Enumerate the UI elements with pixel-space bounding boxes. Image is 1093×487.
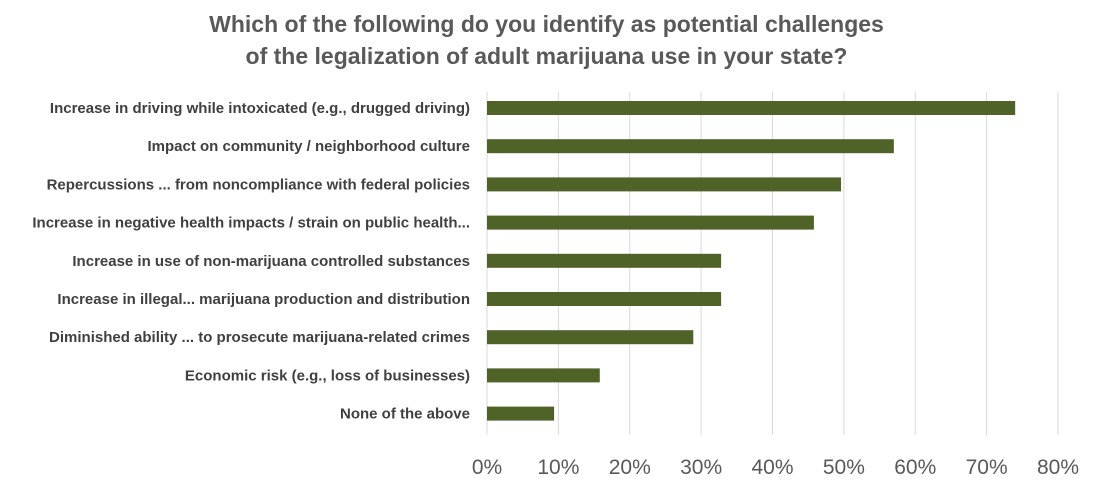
category-label: Diminished ability ... to prosecute mari…: [49, 329, 470, 346]
chart-title: Which of the following do you identify a…: [0, 8, 1093, 72]
bar: [487, 368, 600, 383]
category-label: Repercussions ... from noncompliance wit…: [47, 176, 470, 193]
x-tick-label: 10%: [537, 456, 579, 479]
category-label: Increase in negative health impacts / st…: [32, 215, 470, 232]
x-tick-label: 80%: [1037, 456, 1079, 479]
category-label: Increase in driving while intoxicated (e…: [50, 100, 470, 117]
category-label: Increase in use of non-marijuana control…: [72, 253, 470, 270]
bar: [487, 177, 842, 192]
bar: [487, 406, 555, 421]
bar: [487, 330, 694, 345]
x-tick-label: 20%: [609, 456, 651, 479]
chart-title-line-2: of the legalization of adult marijuana u…: [245, 43, 848, 69]
category-label: None of the above: [340, 406, 470, 423]
x-tick-label: 40%: [751, 456, 793, 479]
category-label: Increase in illegal... marijuana product…: [57, 291, 470, 308]
x-tick-label: 30%: [680, 456, 722, 479]
x-tick-label: 50%: [823, 456, 865, 479]
bar: [487, 292, 722, 306]
chart-title-line-1: Which of the following do you identify a…: [209, 11, 884, 37]
bar: [487, 139, 894, 154]
x-tick-label: 70%: [966, 456, 1008, 479]
category-label: Economic risk (e.g., loss of businesses): [185, 367, 470, 384]
x-tick-label: 0%: [472, 456, 502, 479]
bar: [487, 253, 722, 268]
bar: [487, 215, 814, 230]
bar: [487, 101, 1016, 115]
x-tick-label: 60%: [894, 456, 936, 479]
category-label: Impact on community / neighborhood cultu…: [147, 138, 470, 155]
